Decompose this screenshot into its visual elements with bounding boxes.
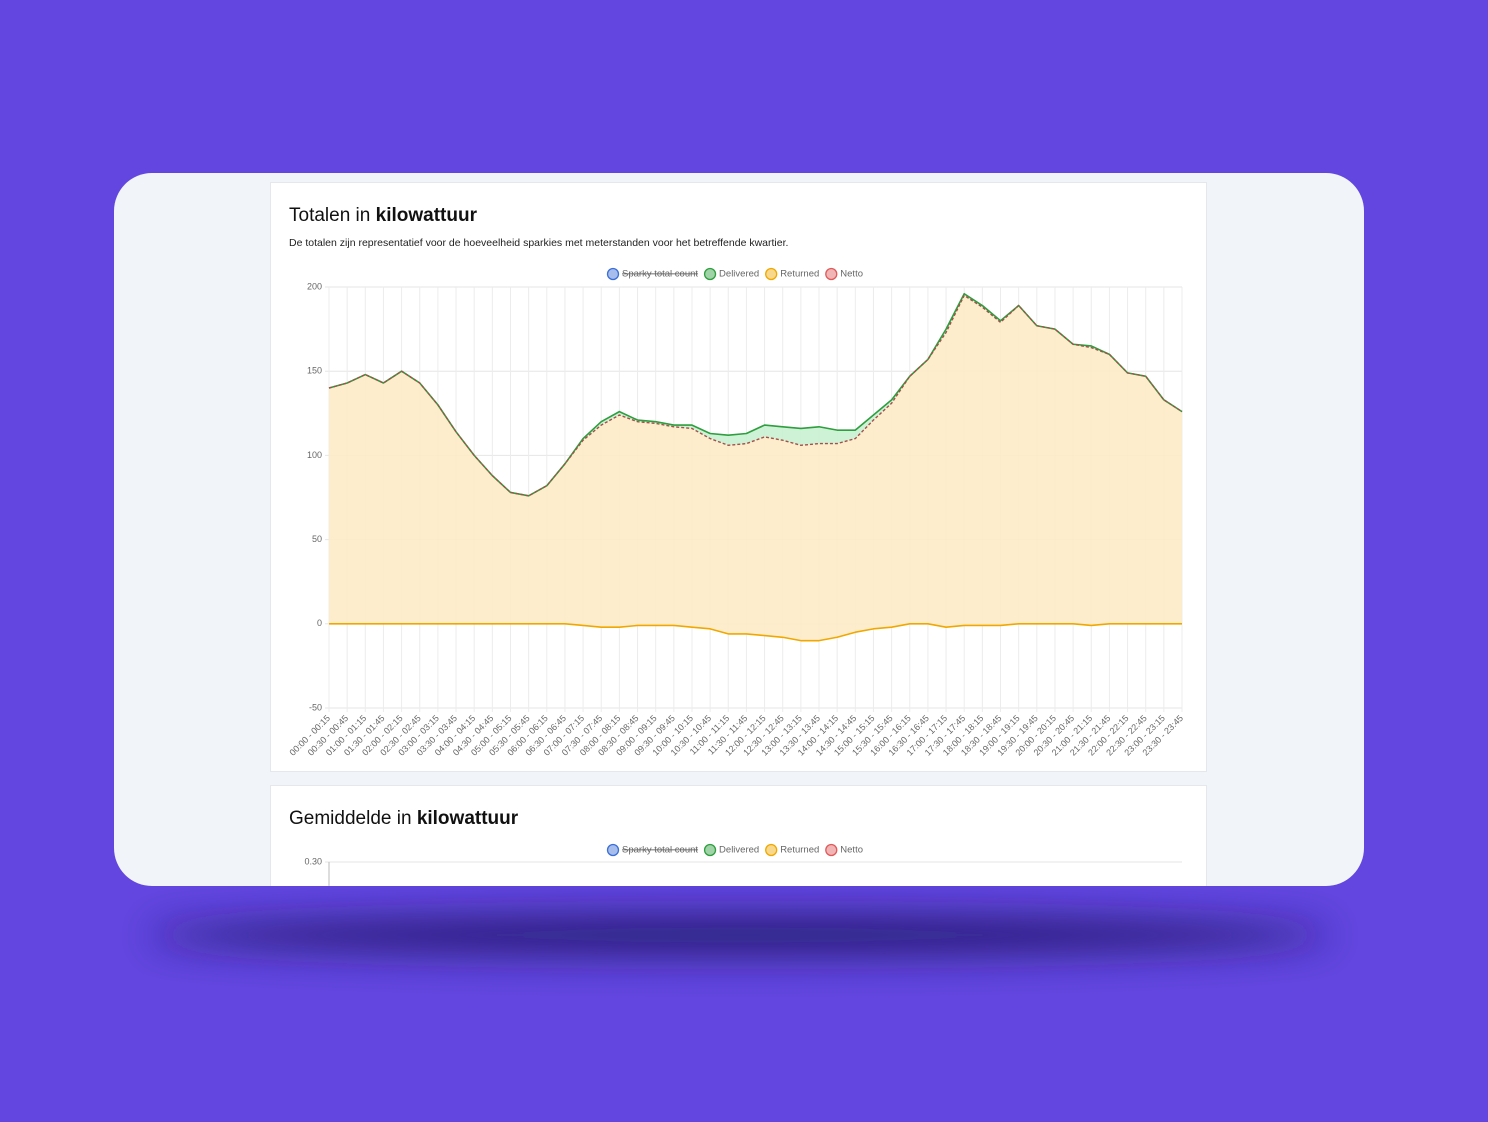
legend-swatch xyxy=(765,267,778,281)
title-unit: kilowattuur xyxy=(376,205,478,226)
title-text: Gemiddelde in xyxy=(289,808,412,829)
legend-label: Returned xyxy=(780,269,819,280)
legend-swatch xyxy=(606,843,620,857)
y-tick-label: 150 xyxy=(307,366,322,376)
panel xyxy=(270,785,1207,886)
legend-swatch xyxy=(606,267,620,281)
series-line xyxy=(328,294,1183,497)
legend-swatch xyxy=(825,267,838,281)
legend-label: Delivered xyxy=(719,845,759,856)
legend-label: Sparky total count xyxy=(622,845,698,856)
legend-swatch xyxy=(765,843,778,857)
chart-subtitle: De totalen zijn representatief voor de h… xyxy=(289,237,788,249)
title-unit: kilowattuur xyxy=(417,808,519,829)
y-tick-label: 0 xyxy=(317,618,322,628)
content: Totalen in kilowattuur De totalen zijn re… xyxy=(270,182,1207,886)
series-line xyxy=(329,623,1182,642)
y-tick-label: 100 xyxy=(307,450,322,460)
legend: Sparky total count Delivered Returned Netto xyxy=(606,843,863,857)
legend-label: Returned xyxy=(780,845,819,856)
legend-label: Sparky total count xyxy=(622,269,698,280)
area-fill xyxy=(329,295,1182,641)
y-tick-label: -50 xyxy=(309,702,322,712)
y-tick-label: 50 xyxy=(312,534,322,544)
legend: Sparky total count Delivered Returned Netto xyxy=(606,267,863,281)
title-text: Totalen in xyxy=(289,205,370,226)
legend-swatch xyxy=(703,267,717,281)
y-tick-label: 200 xyxy=(307,281,322,291)
legend-swatch xyxy=(825,843,838,857)
chart-title: Gemiddelde in kilowattuur xyxy=(289,808,519,829)
y-tick-label: 0.30 xyxy=(304,856,322,866)
legend-label: Delivered xyxy=(719,269,759,280)
legend-swatch xyxy=(703,843,717,857)
chart-title: Totalen in kilowattuur xyxy=(289,205,478,226)
shadow xyxy=(150,913,1330,957)
legend-label: Netto xyxy=(840,845,863,856)
legend-label: Netto xyxy=(840,269,863,280)
